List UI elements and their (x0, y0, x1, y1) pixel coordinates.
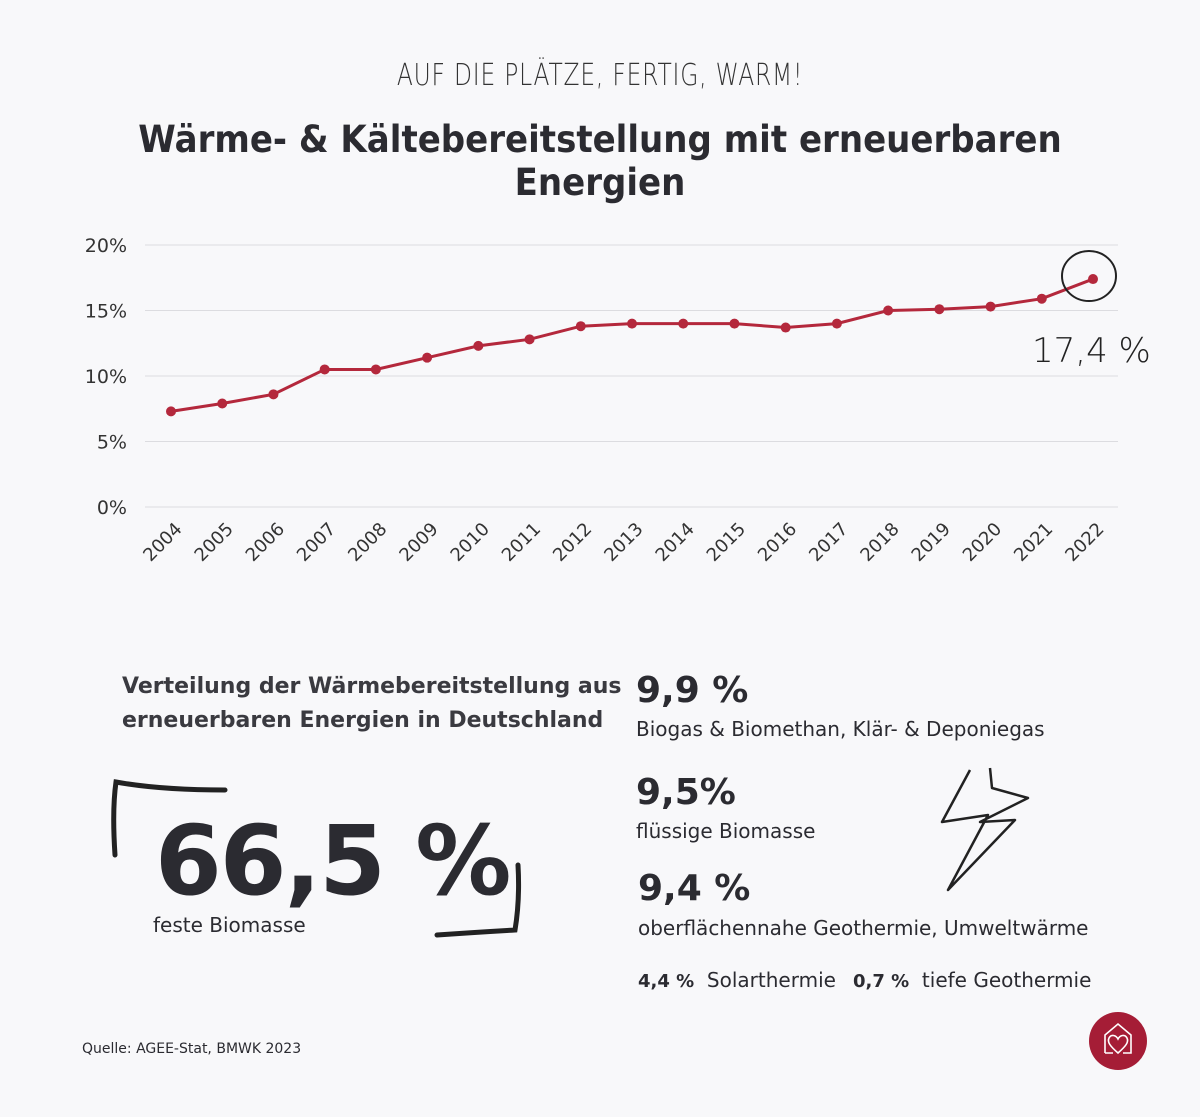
share-label: tiefe Geothermie (921, 968, 1092, 992)
share-label: oberflächennahe Geothermie, Umweltwärme (638, 916, 1089, 940)
data-point (883, 305, 894, 316)
x-tick-label: 2005 (191, 519, 238, 566)
x-tick-label: 2011 (498, 519, 545, 566)
data-point (831, 318, 842, 329)
minor-share: 0,7 % tiefe Geothermie (853, 968, 1091, 992)
share-label: Solarthermie (706, 968, 836, 992)
data-point (678, 318, 689, 329)
data-point (934, 304, 945, 315)
distribution-title-line1: Verteilung der Wärmebereitstellung aus (122, 674, 622, 699)
x-tick-label: 2010 (447, 519, 494, 566)
share-value: 0,7 % (853, 971, 910, 992)
share-value: 4,4 % (638, 971, 695, 992)
data-point (985, 301, 996, 312)
x-tick-label: 2022 (1061, 519, 1108, 566)
y-tick-label: 0% (97, 497, 127, 519)
x-tick-label: 2016 (754, 519, 801, 566)
data-point (473, 340, 484, 351)
x-tick-label: 2013 (600, 519, 647, 566)
house-heart-icon (1089, 1012, 1147, 1070)
page-title: Wärme- & Kältebereitstellung mit erneuer… (138, 118, 1062, 204)
kicker: AUF DIE PLÄTZE, FERTIG, WARM! (396, 58, 804, 93)
annotation-label: 17,4 % (1032, 331, 1151, 371)
series-line (170, 277, 1094, 413)
share-value: 9,9 % (636, 670, 749, 711)
share-label: flüssige Biomasse (636, 819, 816, 843)
highlight-circle (1061, 250, 1117, 302)
distribution-title: Verteilung der Wärmebereitstellung aus e… (122, 670, 622, 738)
data-point (1036, 293, 1047, 304)
lightning-icon (940, 767, 1030, 892)
x-tick-label: 2009 (395, 519, 442, 566)
x-tick-label: 2006 (242, 519, 289, 566)
share-value: 9,5% (636, 772, 736, 813)
x-tick-label: 2008 (344, 519, 391, 566)
y-tick-label: 20% (85, 235, 127, 257)
data-point (780, 322, 791, 333)
data-point (1088, 274, 1098, 285)
share-label: Biogas & Biomethan, Klär- & Deponiegas (636, 717, 1045, 741)
data-point (319, 364, 330, 375)
bracket-decoration (111, 779, 522, 938)
y-tick-label: 10% (85, 366, 127, 388)
data-point (627, 318, 637, 329)
data-point (422, 352, 433, 363)
x-tick-label: 2020 (959, 519, 1006, 566)
data-point (575, 321, 586, 332)
data-point (524, 334, 535, 345)
x-tick-label: 2019 (908, 519, 955, 566)
data-point (217, 398, 228, 409)
data-point (166, 406, 176, 417)
source-note: Quelle: AGEE-Stat, BMWK 2023 (82, 1041, 302, 1057)
x-tick-label: 2021 (1010, 519, 1057, 566)
line-chart: 0%5%10%15%20%2004 2005 2006 2007 2008 2009 201… (85, 235, 1151, 566)
x-tick-label: 2017 (805, 519, 852, 566)
main-share-label: feste Biomasse (153, 913, 306, 937)
share-value: 9,4 % (638, 868, 751, 909)
x-tick-label: 2007 (293, 519, 340, 566)
data-point (268, 389, 279, 400)
x-tick-label: 2014 (652, 519, 699, 566)
y-tick-label: 5% (97, 432, 127, 454)
distribution-title-line2: erneuerbaren Energien in Deutschland (122, 708, 604, 733)
minor-share: 4,4 % Solarthermie (638, 968, 836, 992)
main-share-value: 66,5 % (155, 805, 511, 917)
x-tick-label: 2012 (549, 519, 596, 566)
x-tick-label: 2004 (139, 519, 186, 566)
x-tick-label: 2018 (856, 519, 903, 566)
x-tick-label: 2015 (703, 519, 750, 566)
data-point (729, 318, 740, 329)
y-tick-label: 15% (85, 301, 127, 323)
data-point (370, 364, 381, 375)
